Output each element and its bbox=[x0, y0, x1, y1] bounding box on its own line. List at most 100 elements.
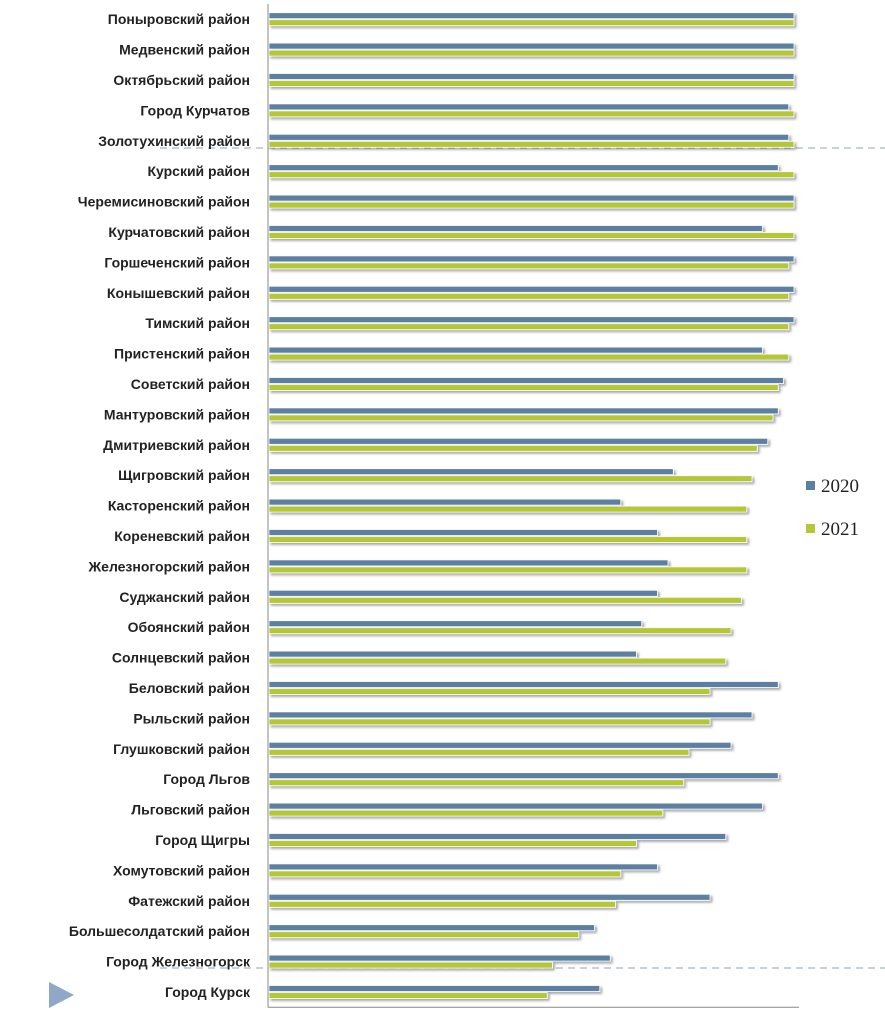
category-label: Город Курск bbox=[165, 984, 251, 1000]
bar-2020 bbox=[268, 802, 763, 810]
category-label: Город Щигры bbox=[155, 832, 250, 848]
bar-2020 bbox=[268, 650, 637, 658]
play-triangle-icon bbox=[49, 982, 74, 1008]
bar-2021 bbox=[268, 931, 580, 939]
bar-2020 bbox=[268, 559, 669, 567]
category-labels: Поныровский район Медвенский район Октябрь… bbox=[69, 11, 251, 1000]
bar-2020 bbox=[268, 377, 784, 384]
bar-2021 bbox=[268, 627, 732, 635]
bar-2020 bbox=[268, 681, 779, 688]
bar-2021 bbox=[268, 657, 727, 665]
bar-2020 bbox=[268, 407, 779, 415]
category-label: Горшеченский район bbox=[104, 254, 250, 270]
category-label: Железногорский район bbox=[88, 558, 251, 574]
legend-label-2021: 2021 bbox=[821, 519, 859, 540]
bar-2021 bbox=[268, 900, 616, 908]
bar-2021 bbox=[268, 49, 795, 57]
bar-2020 bbox=[268, 893, 711, 901]
category-label: Льговский район bbox=[131, 802, 250, 818]
category-label: Медвенский район bbox=[119, 42, 250, 58]
bar-2021 bbox=[268, 201, 795, 209]
category-label: Рыльский район bbox=[133, 710, 250, 726]
category-label: Курчатовский район bbox=[108, 224, 250, 240]
bar-2020 bbox=[268, 12, 795, 20]
bar-2021 bbox=[268, 171, 795, 179]
bar-2020 bbox=[268, 285, 795, 293]
legend-swatch-2020 bbox=[806, 481, 815, 490]
bar-2021 bbox=[268, 292, 790, 300]
bar-2021 bbox=[268, 566, 748, 574]
bar-2021 bbox=[268, 536, 748, 543]
bar-2021 bbox=[268, 232, 795, 239]
bar-2020 bbox=[268, 498, 622, 506]
category-label: Беловский район bbox=[129, 680, 250, 696]
category-label: Пристенский район bbox=[114, 346, 250, 362]
category-label: Мантуровский район bbox=[104, 406, 250, 422]
bar-2020 bbox=[268, 73, 795, 80]
category-label: Город Льгов bbox=[163, 771, 250, 787]
category-label: Фатежский район bbox=[128, 893, 250, 909]
category-label: Хомутовский район bbox=[113, 862, 250, 878]
bar-2020 bbox=[268, 833, 727, 840]
bars-group bbox=[268, 12, 795, 999]
category-label: Кореневский район bbox=[114, 528, 250, 544]
category-label: Конышевский район bbox=[107, 285, 250, 301]
category-label: Курский район bbox=[147, 163, 250, 179]
bar-2021 bbox=[268, 475, 753, 483]
category-label: Октябрьский район bbox=[113, 72, 250, 88]
bar-2020 bbox=[268, 255, 795, 263]
bar-2020 bbox=[268, 316, 795, 324]
bar-2020 bbox=[268, 985, 601, 992]
bar-2021 bbox=[268, 323, 790, 331]
bar-2021 bbox=[268, 840, 637, 847]
legend: 2020 2021 bbox=[806, 476, 859, 540]
bar-2020 bbox=[268, 924, 595, 932]
bar-2021 bbox=[268, 262, 790, 270]
category-label: Глушковский район bbox=[113, 741, 250, 757]
bar-2021 bbox=[268, 384, 779, 391]
bar-2020 bbox=[268, 103, 790, 111]
bar-2021 bbox=[268, 596, 742, 604]
category-label: Солнцевский район bbox=[112, 650, 250, 666]
bar-2021 bbox=[268, 414, 774, 422]
bar-2021 bbox=[268, 992, 548, 999]
bar-2020 bbox=[268, 133, 790, 141]
bar-2020 bbox=[268, 529, 658, 536]
category-label: Город Курчатов bbox=[140, 102, 250, 118]
category-label: Щигровский район bbox=[118, 467, 250, 483]
bar-2020 bbox=[268, 741, 732, 749]
category-label: Суджанский район bbox=[119, 589, 250, 605]
bar-2020 bbox=[268, 589, 658, 597]
category-label: Большесолдатский район bbox=[69, 923, 250, 939]
bar-2021 bbox=[268, 444, 758, 452]
bar-2020 bbox=[268, 437, 769, 445]
category-label: Золотухинский район bbox=[98, 133, 250, 149]
bar-2021 bbox=[268, 748, 690, 756]
category-label: Город Железногорск bbox=[106, 954, 251, 970]
bar-2021 bbox=[268, 353, 790, 361]
bar-2020 bbox=[268, 711, 753, 719]
bar-2020 bbox=[268, 863, 658, 871]
category-label: Дмитриевский район bbox=[103, 437, 250, 453]
bar-2021 bbox=[268, 870, 622, 878]
bar-2021 bbox=[268, 140, 795, 148]
category-label: Советский район bbox=[131, 376, 250, 392]
bar-2020 bbox=[268, 194, 795, 202]
bar-2021 bbox=[268, 19, 795, 27]
bar-2021 bbox=[268, 110, 795, 118]
bar-2020 bbox=[268, 164, 779, 172]
category-label: Касторенский район bbox=[108, 498, 250, 514]
bar-2021 bbox=[268, 779, 685, 787]
bar-2021 bbox=[268, 809, 664, 817]
bar-2021 bbox=[268, 505, 748, 513]
bar-2021 bbox=[268, 718, 711, 726]
bar-2020 bbox=[268, 954, 611, 962]
category-label: Обоянский район bbox=[128, 619, 250, 635]
bar-2020 bbox=[268, 468, 674, 476]
bar-2020 bbox=[268, 620, 643, 628]
legend-label-2020: 2020 bbox=[821, 476, 859, 497]
bar-2020 bbox=[268, 42, 795, 50]
category-label: Черемисиновский район bbox=[78, 194, 250, 210]
